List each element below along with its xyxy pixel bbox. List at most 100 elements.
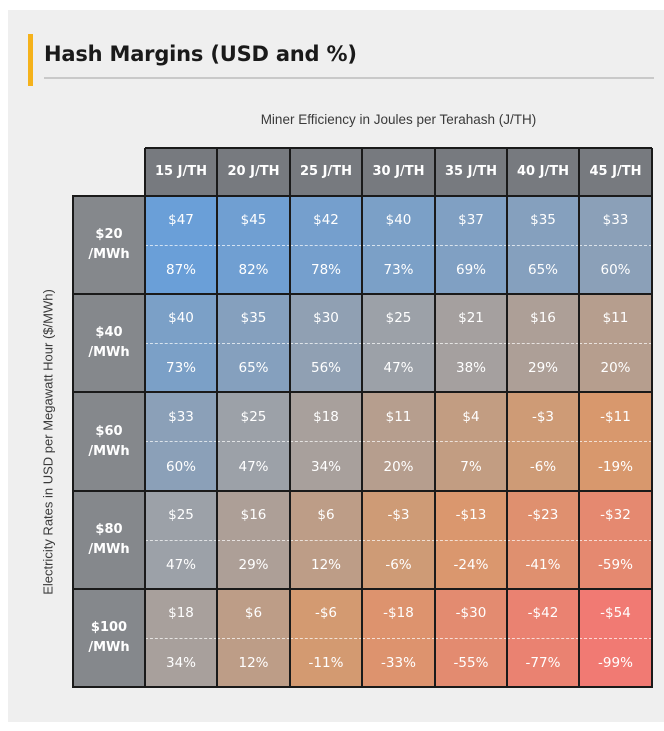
pct-margin-label: -24% [453,556,489,573]
usd-margin-label: $33 [579,196,652,246]
margin-cell: -$23 -41% [507,491,579,589]
margin-cell: $16 29% [217,491,290,589]
margin-cell: $40 73% [362,196,435,294]
pct-margin-label: -99% [598,654,633,671]
usd-margin-label: -$6 [290,589,362,639]
margin-cell: $16 29% [507,294,579,392]
grid-line [72,196,74,688]
grid-line [216,148,218,688]
pct-margin-label: 82% [238,261,269,278]
usd-margin-label: $40 [145,294,217,344]
pct-margin-label: 60% [600,261,631,278]
margin-cell: $18 34% [145,589,217,687]
row-header: $100/MWh [73,589,145,687]
pct-margin-label: 20% [600,359,631,376]
row-header-rate: $100 [90,620,128,635]
pct-margin-label: 34% [165,654,196,671]
usd-margin-label: $35 [507,196,579,246]
usd-margin-label: $4 [435,392,507,442]
column-header: 20 J/TH [217,148,290,195]
grid-line [145,147,652,149]
pct-margin-label: -6% [529,458,557,475]
usd-margin-label: -$54 [579,589,652,639]
margin-cell: $47 87% [145,196,217,294]
margin-cell: $33 60% [145,392,217,491]
usd-margin-label: $40 [362,196,435,246]
pct-margin-label: -11% [308,654,344,671]
usd-margin-label: $11 [362,392,435,442]
column-header: 30 J/TH [362,148,435,195]
grid-line [72,391,653,393]
pct-margin-label: 12% [238,654,269,671]
usd-margin-label: $25 [145,491,217,541]
usd-margin-label: -$23 [507,491,579,541]
pct-margin-label: 65% [527,261,558,278]
pct-margin-label: 20% [383,458,414,475]
column-header: 40 J/TH [507,148,579,195]
margin-cell: -$18 -33% [362,589,435,687]
row-header: $20/MWh [73,196,145,294]
pct-margin-label: 65% [238,359,269,376]
margin-cell: $25 47% [362,294,435,392]
row-header-unit: /MWh [88,640,130,655]
grid-line [72,686,653,688]
usd-margin-label: -$3 [362,491,435,541]
pct-margin-label: 34% [310,458,341,475]
usd-margin-label: $6 [290,491,362,541]
grid-line [72,195,653,197]
pct-margin-label: -77% [525,654,561,671]
margin-cell: $37 69% [435,196,507,294]
grid-line [578,148,580,688]
pct-margin-label: -41% [525,556,561,573]
pct-margin-label: 29% [238,556,269,573]
grid-line [289,148,291,688]
usd-margin-label: -$3 [507,392,579,442]
row-header: $40/MWh [73,294,145,392]
margin-cell: $30 56% [290,294,362,392]
margin-cell: $11 20% [579,294,652,392]
row-header-unit: /MWh [88,345,130,360]
pct-margin-label: 7% [460,458,482,475]
pct-margin-label: 47% [238,458,269,475]
grid-line [72,588,653,590]
title-divider [44,77,654,79]
usd-margin-label: $42 [290,196,362,246]
margin-cell: $25 47% [217,392,290,491]
usd-margin-label: $6 [217,589,290,639]
margin-cell: $6 12% [290,491,362,589]
margin-cell: -$3 -6% [362,491,435,589]
pct-margin-label: 73% [165,359,196,376]
usd-margin-label: -$32 [579,491,652,541]
grid-line [361,148,363,688]
pct-margin-label: 29% [527,359,558,376]
usd-margin-label: $18 [290,392,362,442]
margin-cell: -$3 -6% [507,392,579,491]
margin-cell: $35 65% [507,196,579,294]
margin-cell: -$11 -19% [579,392,652,491]
usd-margin-label: $37 [435,196,507,246]
margin-cell: $4 7% [435,392,507,491]
pct-margin-label: 78% [310,261,341,278]
chart-title: Hash Margins (USD and %) [44,42,357,66]
usd-margin-label: -$18 [362,589,435,639]
usd-margin-label: $21 [435,294,507,344]
margin-cell: $25 47% [145,491,217,589]
pct-margin-label: 87% [165,261,196,278]
margin-cell: $40 73% [145,294,217,392]
row-header-unit: /MWh [88,443,130,459]
row-header-rate: $20 [95,227,123,242]
pct-margin-label: 56% [310,359,341,376]
pct-margin-label: -59% [598,556,633,573]
column-header: 45 J/TH [579,148,652,195]
usd-margin-label: $11 [579,294,652,344]
usd-margin-label: -$13 [435,491,507,541]
margin-cell: $45 82% [217,196,290,294]
usd-margin-label: $45 [217,196,290,246]
margin-cell: $6 12% [217,589,290,687]
pct-margin-label: -55% [453,654,489,671]
column-header: 25 J/TH [290,148,362,195]
usd-margin-label: $35 [217,294,290,344]
margin-cell: -$6 -11% [290,589,362,687]
usd-margin-label: -$30 [435,589,507,639]
pct-margin-label: 69% [455,261,486,278]
